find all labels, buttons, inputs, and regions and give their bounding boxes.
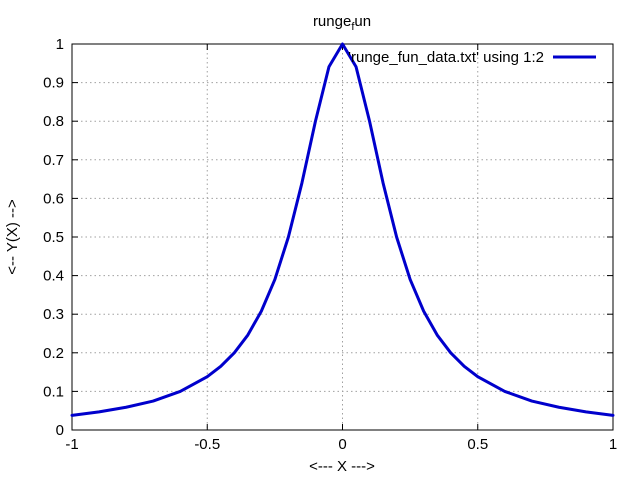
y-tick-label: 0.7 xyxy=(43,152,64,169)
x-tick-label: -0.5 xyxy=(194,436,220,453)
axis-ticks xyxy=(71,43,614,431)
chart-title: rungefun xyxy=(313,13,371,33)
y-tick-label: 0.2 xyxy=(43,345,64,362)
series-line xyxy=(70,42,615,417)
y-tick-label: 0.8 xyxy=(43,113,64,130)
legend: 'runge_fun_data.txt' using 1:2 xyxy=(348,49,596,66)
legend-label: 'runge_fun_data.txt' using 1:2 xyxy=(348,49,544,66)
x-tick-label: 1 xyxy=(609,436,617,453)
x-tick-label: 0.5 xyxy=(467,436,488,453)
series-layer xyxy=(70,42,615,417)
y-tick-label: 1 xyxy=(56,36,64,53)
y-tick-label: 0.5 xyxy=(43,229,64,246)
y-axis-label: <-- Y(X) --> xyxy=(4,199,21,275)
grid-lines xyxy=(72,44,613,430)
y-tick-label: 0.6 xyxy=(43,190,64,207)
x-tick-label: 0 xyxy=(338,436,346,453)
y-tick-label: 0 xyxy=(56,422,64,439)
y-tick-label: 0.9 xyxy=(43,75,64,92)
y-tick-labels: 0 0.1 0.2 0.3 0.4 0.5 0.6 0.7 0.8 0.9 1 xyxy=(43,36,64,439)
x-axis-label: <--- X ---> xyxy=(309,458,375,475)
x-tick-label: -1 xyxy=(65,436,78,453)
y-tick-label: 0.3 xyxy=(43,306,64,323)
y-tick-label: 0.1 xyxy=(43,383,64,400)
y-tick-label: 0.4 xyxy=(43,268,64,285)
x-tick-labels: -1 -0.5 0 0.5 1 xyxy=(65,436,617,453)
